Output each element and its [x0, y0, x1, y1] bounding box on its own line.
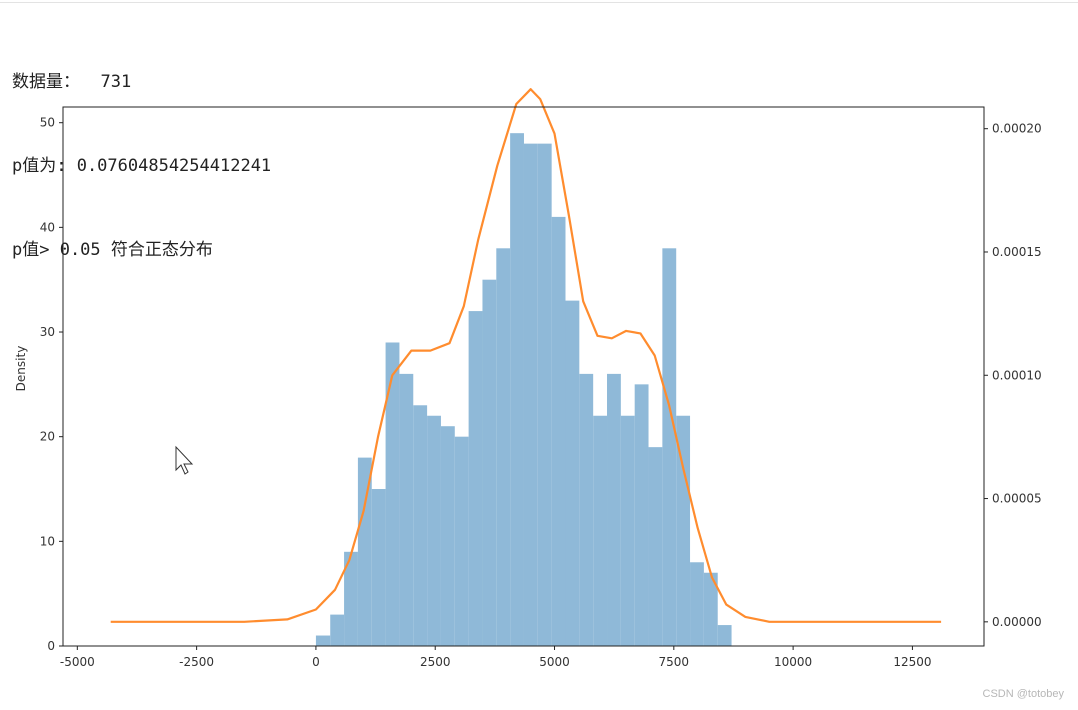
x-tick-label: 2500 — [420, 655, 451, 669]
y-tick-label: 40 — [40, 220, 55, 234]
histogram-bar — [315, 635, 331, 646]
y2-tick-label: 0.00020 — [992, 122, 1042, 136]
histogram-bar — [690, 562, 704, 646]
histogram-bar — [551, 216, 566, 647]
y2-tick-label: 0.00010 — [992, 368, 1042, 382]
histogram-bar — [676, 415, 691, 646]
histogram-bar — [440, 426, 455, 646]
histogram-bar — [413, 405, 428, 646]
cell-top-border — [0, 2, 1078, 3]
histogram-bar — [579, 373, 594, 646]
histogram-bar — [648, 447, 663, 646]
y-axis-label: Density — [14, 346, 28, 392]
x-tick-label: 10000 — [774, 655, 812, 669]
x-tick-label: 7500 — [659, 655, 690, 669]
output-line-pvalue: p值为: 0.07604854254412241 — [12, 156, 272, 176]
histogram-bar — [482, 279, 497, 646]
histogram-bar — [593, 415, 608, 646]
histogram-bar — [385, 342, 400, 646]
histogram-bar — [371, 489, 386, 646]
x-tick-label: -2500 — [179, 655, 214, 669]
histogram-bar — [634, 384, 649, 646]
y2-tick-label: 0.00005 — [992, 492, 1042, 506]
y-tick-label: 20 — [40, 430, 55, 444]
y2-tick-label: 0.00000 — [992, 615, 1042, 629]
histogram-bar — [523, 143, 538, 646]
histogram-bar — [620, 415, 635, 646]
histogram-bar — [662, 248, 677, 646]
histogram-bar — [496, 248, 511, 646]
histogram-bar — [537, 143, 552, 646]
watermark: CSDN @totobey — [982, 688, 1064, 700]
histogram-bar — [427, 415, 441, 646]
histogram-bar — [717, 625, 732, 646]
y2-tick-label: 0.00015 — [992, 245, 1042, 259]
kde-line — [110, 88, 942, 623]
x-tick-label: 12500 — [893, 655, 931, 669]
x-tick-label: -5000 — [60, 655, 95, 669]
y-tick-label: 0 — [47, 639, 55, 653]
histogram-bar — [344, 551, 358, 646]
cell-output-text: 数据量： 731 p值为: 0.07604854254412241 p值> 0.… — [12, 12, 271, 292]
histogram-bar — [703, 572, 718, 646]
y-tick-label: 10 — [40, 534, 55, 548]
plot-area: -5000 -2500 0 2500 5000 7500 10000 12500 0 10 20 30… — [14, 88, 1042, 669]
histogram-bar — [565, 300, 580, 646]
x-tick-label: 0 — [312, 655, 320, 669]
histogram-bar — [510, 133, 524, 647]
output-line-conclusion: p值> 0.05 符合正态分布 — [12, 240, 213, 260]
histogram-bar — [454, 436, 469, 646]
y-tick-label: 30 — [40, 325, 55, 339]
x-tick-label: 5000 — [539, 655, 570, 669]
histogram-bar — [330, 614, 345, 646]
plot-frame — [62, 106, 985, 647]
mouse-cursor-icon — [175, 445, 194, 475]
histogram-bar — [399, 373, 414, 646]
histogram-bar — [607, 373, 621, 646]
y-tick-label: 50 — [40, 116, 55, 130]
output-line-count: 数据量： 731 — [12, 72, 132, 92]
histogram-bar — [468, 311, 483, 646]
histogram-bar — [357, 457, 372, 646]
